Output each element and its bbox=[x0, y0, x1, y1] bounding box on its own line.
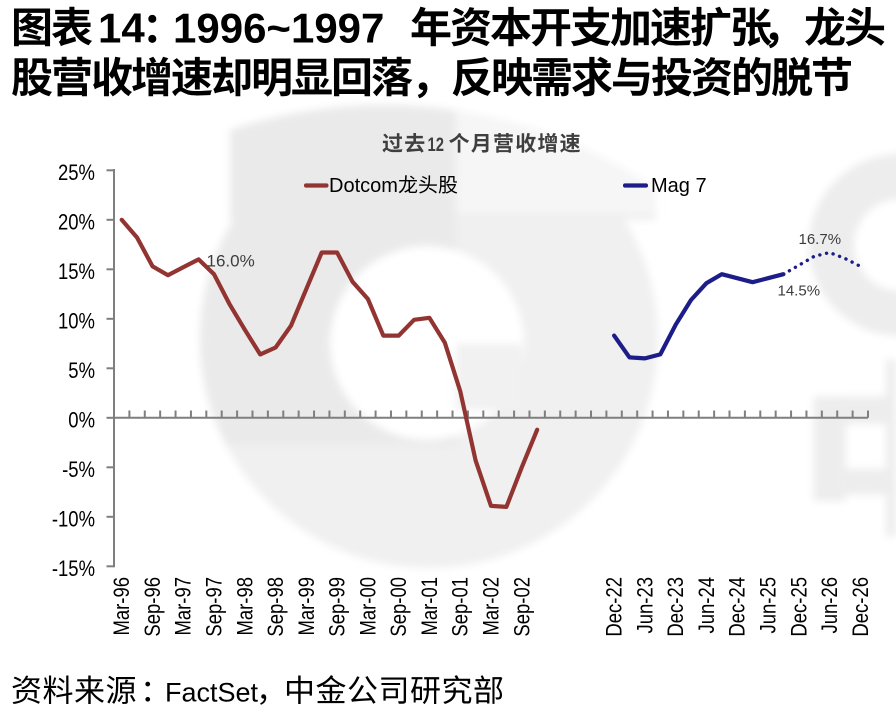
svg-text:12: 12 bbox=[428, 135, 445, 156]
svg-text:Dec-24: Dec-24 bbox=[725, 577, 750, 637]
svg-text:Sep-99: Sep-99 bbox=[325, 577, 350, 637]
svg-text:FactSet: FactSet bbox=[165, 678, 259, 708]
svg-text:14: 14 bbox=[98, 5, 145, 52]
svg-text:Jun-23: Jun-23 bbox=[632, 577, 657, 634]
svg-text:Dec-22: Dec-22 bbox=[602, 577, 627, 637]
svg-text:Sep-96: Sep-96 bbox=[140, 577, 165, 637]
svg-text:16.0%: 16.0% bbox=[207, 251, 255, 270]
svg-text:Mar-00: Mar-00 bbox=[355, 577, 380, 636]
svg-text:0%: 0% bbox=[68, 407, 95, 432]
svg-text:-10%: -10% bbox=[52, 506, 95, 531]
svg-text:Jun-24: Jun-24 bbox=[694, 577, 719, 634]
svg-text:Sep-02: Sep-02 bbox=[509, 577, 534, 637]
svg-text:Sep-01: Sep-01 bbox=[448, 577, 473, 637]
svg-text:20%: 20% bbox=[58, 209, 95, 234]
svg-text:14.5%: 14.5% bbox=[778, 283, 821, 300]
svg-text:-5%: -5% bbox=[62, 457, 95, 482]
svg-text:Mar-97: Mar-97 bbox=[171, 577, 196, 636]
svg-text:16.7%: 16.7% bbox=[799, 231, 842, 248]
svg-text:Dotcom: Dotcom bbox=[329, 175, 398, 197]
svg-text:Sep-97: Sep-97 bbox=[202, 577, 227, 637]
svg-text:Mar-02: Mar-02 bbox=[479, 577, 504, 636]
svg-text:Mar-96: Mar-96 bbox=[109, 577, 134, 636]
svg-text:1996~1997: 1996~1997 bbox=[173, 5, 384, 52]
svg-text:Sep-98: Sep-98 bbox=[263, 577, 288, 637]
svg-text:Mar-01: Mar-01 bbox=[417, 577, 442, 636]
svg-text:15%: 15% bbox=[58, 259, 95, 284]
svg-text:5%: 5% bbox=[68, 358, 95, 383]
svg-text:Dec-26: Dec-26 bbox=[848, 577, 873, 637]
svg-text:Jun-26: Jun-26 bbox=[817, 577, 842, 634]
svg-text:Mar-99: Mar-99 bbox=[294, 577, 319, 636]
svg-text:-15%: -15% bbox=[52, 556, 95, 581]
svg-text:Mag 7: Mag 7 bbox=[651, 175, 707, 197]
svg-text:Dec-25: Dec-25 bbox=[786, 577, 811, 637]
svg-text:Jun-25: Jun-25 bbox=[756, 577, 781, 634]
svg-text:25%: 25% bbox=[58, 160, 95, 185]
svg-text:Sep-00: Sep-00 bbox=[386, 577, 411, 637]
svg-text:10%: 10% bbox=[58, 308, 95, 333]
svg-text:Dec-23: Dec-23 bbox=[663, 577, 688, 637]
svg-text:Mar-98: Mar-98 bbox=[232, 577, 257, 636]
